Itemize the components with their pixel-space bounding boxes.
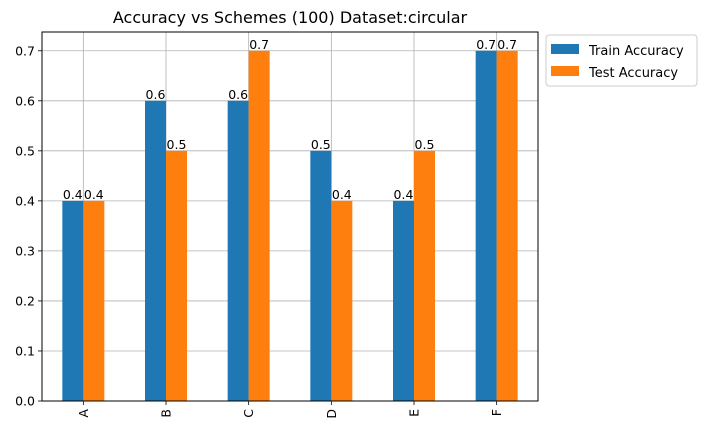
legend-label-train-accuracy: Train Accuracy: [588, 44, 684, 59]
bar-train-accuracy-c: [227, 100, 249, 402]
legend: Train Accuracy Test Accuracy: [545, 34, 698, 87]
chart-title: Accuracy vs Schemes (100) Dataset:circul…: [113, 8, 468, 27]
x-tick-label-d: D: [324, 409, 339, 419]
data-label-test-accuracy-f: 0.7: [497, 37, 517, 52]
data-label-train-accuracy-d: 0.5: [311, 137, 331, 152]
data-label-test-accuracy-e: 0.5: [415, 137, 435, 152]
bar-train-accuracy-b: [145, 100, 166, 402]
x-tick-label-e: E: [407, 409, 422, 417]
data-label-test-accuracy-c: 0.7: [249, 37, 269, 52]
x-axis: A B C D E F: [76, 401, 504, 419]
data-label-train-accuracy-c: 0.6: [228, 87, 248, 102]
y-tick-label: 0.4: [15, 193, 35, 208]
bar-train-accuracy-a: [62, 200, 84, 401]
grid-lines: [42, 32, 538, 402]
bar-test-accuracy-c: [248, 50, 270, 402]
x-tick-label-f: F: [489, 409, 504, 416]
data-label-test-accuracy-b: 0.5: [167, 137, 187, 152]
bar-test-accuracy-b: [166, 150, 187, 401]
data-label-train-accuracy-a: 0.4: [63, 187, 83, 202]
y-tick-label: 0.3: [15, 243, 35, 258]
y-tick-label: 0.1: [15, 343, 35, 358]
y-tick-label: 0.5: [15, 143, 35, 158]
data-label-test-accuracy-a: 0.4: [84, 187, 104, 202]
bar-data-labels: 0.4 0.6 0.6 0.5 0.4 0.7 0.4 0.5 0.7 0.4 0.5 0.7: [63, 37, 517, 202]
y-tick-label: 0.6: [15, 93, 35, 108]
bar-train-accuracy-d: [310, 150, 332, 401]
x-tick-label-c: C: [241, 409, 256, 418]
legend-swatch-train-accuracy: [551, 44, 579, 54]
y-tick-label: 0.0: [15, 394, 35, 409]
x-tick-label-a: A: [76, 409, 91, 418]
data-label-test-accuracy-d: 0.4: [332, 187, 352, 202]
bar-test-accuracy-f: [496, 50, 518, 402]
bar-test-accuracy-a: [83, 200, 105, 401]
y-axis: 0.0 0.1 0.2 0.3 0.4 0.5 0.6 0.7: [15, 43, 42, 409]
legend-frame: [545, 34, 698, 87]
legend-label-test-accuracy: Test Accuracy: [588, 66, 678, 81]
plot-frame: [41, 31, 539, 402]
data-label-train-accuracy-e: 0.4: [394, 187, 414, 202]
bars: [62, 50, 518, 402]
y-tick-label: 0.2: [15, 293, 35, 308]
bar-test-accuracy-e: [414, 150, 435, 401]
bar-train-accuracy-e: [393, 200, 414, 401]
legend-swatch-test-accuracy: [551, 66, 579, 76]
data-label-train-accuracy-f: 0.7: [476, 37, 496, 52]
data-label-train-accuracy-b: 0.6: [146, 87, 166, 102]
bar-train-accuracy-f: [475, 50, 497, 402]
y-tick-label: 0.7: [15, 43, 35, 58]
bar-test-accuracy-d: [331, 200, 353, 401]
x-tick-label-b: B: [159, 409, 174, 418]
